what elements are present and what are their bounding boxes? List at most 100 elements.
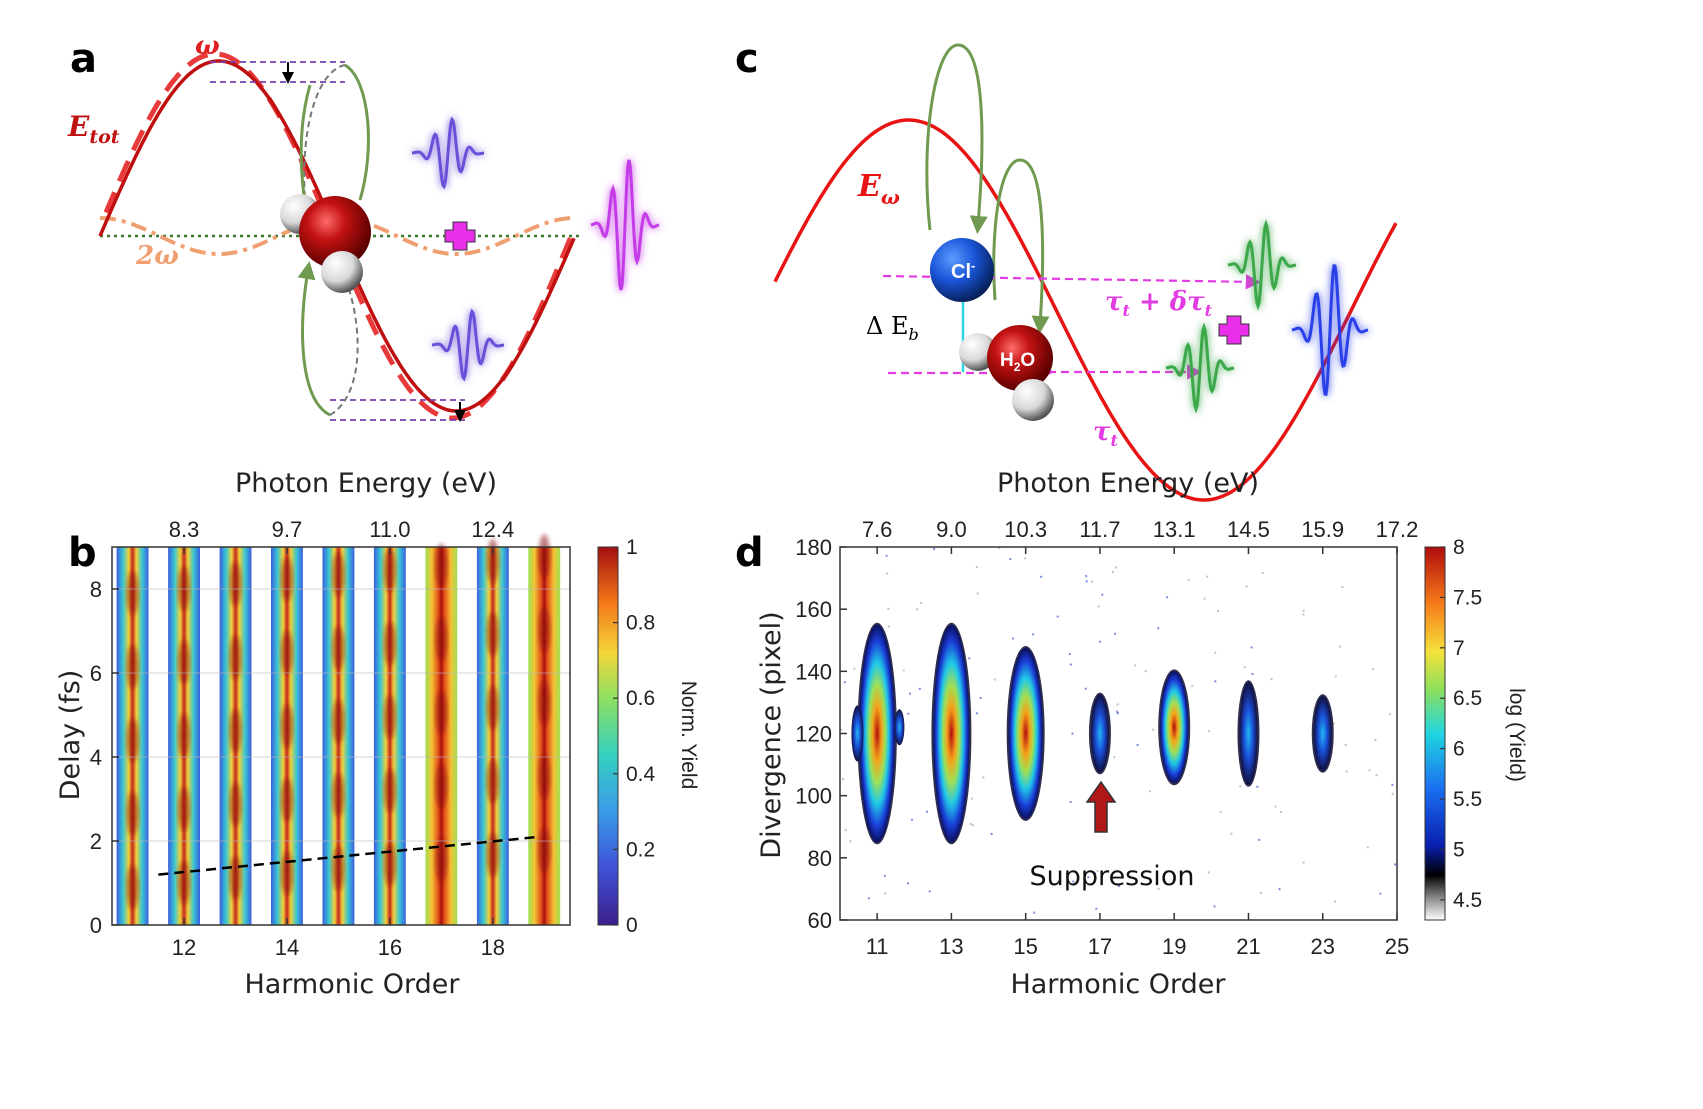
d-noise-speck — [918, 687, 921, 690]
d-cbtick-label: 8 — [1453, 536, 1465, 559]
panel-a-schematic: a — [67, 31, 660, 422]
b-stripe-h18 — [476, 538, 509, 925]
d-noise-speck — [853, 667, 856, 670]
b-yield-peak — [384, 768, 396, 813]
b-ytick-label: 0 — [90, 913, 102, 938]
d-xtick-label: 11 — [866, 934, 889, 959]
d-noise-speck — [1085, 580, 1088, 583]
b-x-axis-title: Harmonic Order — [244, 969, 460, 1000]
d-axis-ticks: 11 13 15 17 19 21 23 25 60 80 100 120 140 160 180 7.6 9.… — [795, 517, 1418, 959]
tau-shift-label: τt + δτt — [1105, 287, 1213, 320]
tau-label: τt — [1093, 417, 1119, 450]
d-noise-speck — [1379, 892, 1382, 895]
d-harmonic-spots — [840, 547, 1397, 914]
d-noise-speck — [976, 592, 979, 595]
chloride-ion: Cl- — [930, 238, 994, 302]
b-cbtick-label: 1 — [626, 536, 638, 559]
d-noise-speck — [971, 824, 974, 827]
d-noise-speck — [885, 554, 888, 557]
d-noise-speck — [1302, 613, 1305, 616]
d-noise-speck — [975, 566, 978, 568]
b-yield-peak — [384, 842, 396, 887]
d-xtick-label: 15 — [1013, 934, 1037, 959]
d-colorbar — [1424, 546, 1446, 921]
d-noise-speck — [1207, 871, 1210, 874]
water-molecule-c: H2O — [959, 325, 1054, 421]
d-toptick-label: 7.6 — [862, 517, 893, 542]
b-yield-peak — [178, 787, 190, 832]
b-axis-ticks: 12 14 16 18 0 2 4 6 8 8.3 9.7 11.0 12.4 — [90, 517, 514, 960]
d-cbtick-label: 5 — [1453, 838, 1465, 861]
d-ytick-label: 100 — [795, 784, 832, 809]
b-yield-peak — [538, 754, 550, 799]
attosecond-pulse-h2o — [1165, 322, 1235, 414]
d-spot-core — [859, 624, 895, 843]
b-yield-peak — [538, 828, 550, 873]
b-ytick-label: 4 — [90, 745, 102, 770]
d-noise-speck — [1302, 609, 1305, 612]
d-noise-speck — [993, 678, 996, 681]
b-ytick-label: 6 — [90, 661, 102, 686]
b-yield-peak — [126, 644, 139, 689]
attosecond-pulse-output — [590, 159, 660, 291]
d-noise-speck — [1009, 558, 1012, 560]
d-toptick-label: 9.0 — [936, 517, 967, 542]
b-xtick-label: 14 — [275, 935, 299, 960]
d-toptick-label: 13.1 — [1153, 517, 1196, 542]
d-noise-speck — [968, 657, 971, 660]
d-noise-speck — [1230, 832, 1233, 835]
d-noise-speck — [1144, 670, 1147, 673]
d-noise-speck — [916, 608, 919, 611]
b-yield-peak — [281, 777, 293, 822]
d-xtick-label: 23 — [1310, 934, 1334, 959]
d-ytick-label: 80 — [808, 846, 832, 871]
b-yield-peak — [332, 846, 345, 891]
b-yield-peak — [332, 699, 345, 744]
d-noise-speck — [1024, 557, 1027, 560]
d-noise-speck — [902, 669, 905, 672]
d-noise-speck — [1094, 872, 1097, 875]
d-noise-speck — [1071, 732, 1074, 735]
d-cbtick-label: 6 — [1453, 738, 1465, 761]
d-noise-speck — [1068, 653, 1071, 656]
b-yield-peak — [126, 865, 139, 910]
svg-text:Cl-: Cl- — [951, 258, 975, 283]
d-noise-speck — [1056, 615, 1059, 618]
d-cbtick-label: 4.5 — [1453, 889, 1482, 912]
b-yield-peak — [487, 685, 499, 730]
b-stripe-h16 — [373, 547, 406, 925]
d-noise-speck — [842, 778, 845, 781]
d-noise-speck — [1116, 712, 1119, 715]
d-noise-speck — [1084, 687, 1087, 690]
d-x-axis-title: Harmonic Order — [1010, 969, 1226, 1000]
d-toptick-label: 11.7 — [1079, 517, 1120, 542]
b-stripe-h12 — [168, 547, 200, 925]
d-spot-core — [1090, 694, 1109, 773]
d-cbtick-label: 6.5 — [1453, 687, 1482, 710]
d-noise-speck — [982, 776, 985, 779]
plus-symbol-c — [1218, 315, 1250, 345]
d-noise-speck — [883, 874, 886, 877]
b-yield-peak — [178, 713, 190, 758]
b-yield-peak — [487, 538, 499, 583]
d-spot-core — [1239, 682, 1258, 785]
attosecond-pulse-sum — [1291, 264, 1369, 396]
b-ytick-label: 8 — [90, 577, 102, 602]
b-yield-peak — [435, 617, 447, 661]
svg-text:H2O: H2O — [1000, 350, 1035, 374]
d-spot-h11 — [857, 622, 897, 845]
d-noise-speck — [1374, 738, 1377, 741]
d-noise-speck — [1012, 637, 1015, 640]
d-noise-speck — [1152, 728, 1155, 731]
d-noise-speck — [933, 548, 936, 551]
b-stripe-h15 — [322, 547, 355, 925]
d-noise-speck — [1250, 646, 1253, 649]
b-yield-peak — [435, 837, 447, 882]
b-stripe-h17 — [425, 543, 458, 925]
d-toptick-label: 15.9 — [1301, 517, 1344, 542]
d-noise-speck — [1136, 744, 1139, 746]
d-noise-speck — [1069, 801, 1072, 803]
d-spot-h19 — [1158, 669, 1191, 786]
d-noise-speck — [1085, 575, 1088, 578]
d-noise-speck — [884, 892, 887, 895]
